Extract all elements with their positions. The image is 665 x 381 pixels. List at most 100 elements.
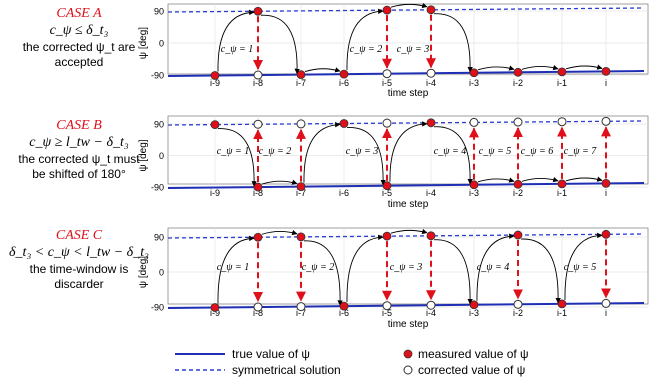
symmetrical-solution-line — [167, 233, 645, 239]
step-arc — [304, 67, 341, 73]
measured-point — [601, 66, 611, 76]
corrected-point — [382, 69, 392, 79]
measured-point — [210, 303, 220, 312]
x-tick-label: i — [605, 308, 607, 318]
measured-point — [296, 182, 306, 192]
c-psi-label: c_ψ = 5 — [479, 146, 511, 157]
step-arc — [433, 126, 473, 185]
x-tick-label: i-1 — [557, 78, 567, 88]
corrected-point — [513, 299, 523, 309]
case-a-condition: c_ψ ≤ δ_t₃ — [49, 23, 109, 38]
measured-point — [557, 67, 567, 77]
c-psi-label: c_ψ = 5 — [564, 262, 596, 273]
corrected-point — [253, 119, 263, 129]
y-tick-label: -90 — [151, 303, 164, 313]
case-b-title: CASE B — [56, 118, 102, 133]
case-c-desc-line2: discarder — [54, 277, 104, 291]
x-tick-label: i-6 — [339, 308, 349, 318]
step-arc — [260, 14, 300, 75]
case-c-description: CASE C δ_t₃ < c_ψ < l_tw − δ_t₃ the time… — [0, 228, 158, 292]
step-arc — [520, 238, 561, 304]
step-arc — [390, 228, 428, 235]
c-psi-label: c_ψ = 3 — [346, 146, 378, 157]
x-axis-label: time step — [388, 199, 429, 210]
y-tick-label: -90 — [151, 71, 164, 81]
x-tick-label: i-1 — [557, 188, 567, 198]
panel-case-3: 90 0 -90 ψ [deg] i-9 i-8 i-7 i-6 i-5 i-4 i-3 i-2 i-1… — [138, 227, 649, 330]
x-tick-label: i-4 — [426, 188, 436, 198]
c-psi-label: c_ψ = 2 — [259, 146, 291, 157]
step-arc — [303, 240, 343, 306]
measured-point — [557, 299, 567, 309]
y-tick-label: 0 — [159, 151, 164, 161]
corrected-point — [601, 116, 611, 126]
x-tick-label: i-4 — [426, 308, 436, 318]
measured-point — [469, 68, 479, 78]
measured-point — [513, 67, 523, 77]
x-tick-label: i — [605, 188, 607, 198]
legend-symmetrical-label: symmetrical solution — [232, 363, 341, 377]
step-arc — [477, 177, 515, 183]
corrected-point — [296, 302, 306, 312]
c-psi-label: c_ψ = 4 — [434, 146, 466, 157]
step-arc — [217, 128, 257, 187]
step-arc — [346, 234, 384, 303]
y-axis-label: ψ [deg] — [138, 256, 149, 288]
c-psi-label: c_ψ = 1 — [217, 262, 249, 273]
legend-corrected-marker — [403, 365, 413, 375]
case-c-title: CASE C — [55, 228, 103, 243]
x-tick-label: i-7 — [296, 308, 306, 318]
y-tick-label: 90 — [154, 233, 164, 243]
measured-point — [557, 179, 567, 189]
corrected-point — [469, 117, 479, 127]
measured-point — [253, 182, 263, 192]
measured-point — [426, 118, 436, 128]
measured-point — [339, 69, 349, 79]
case-a-title: CASE A — [56, 6, 102, 21]
x-tick-label: i-8 — [253, 188, 263, 198]
corrected-point — [382, 301, 392, 311]
x-tick-label: i-7 — [296, 78, 306, 88]
step-arc — [433, 239, 473, 305]
step-arc — [217, 235, 255, 304]
measured-point — [513, 179, 523, 189]
measured-point — [210, 71, 220, 80]
measured-point — [382, 231, 392, 241]
plot-frame — [167, 115, 649, 185]
x-tick-label: i-2 — [513, 78, 523, 88]
c-psi-label: c_ψ = 7 — [564, 146, 597, 157]
x-axis-label: time step — [388, 88, 429, 99]
measured-point — [469, 180, 479, 190]
legend-graphics — [175, 349, 413, 375]
corrected-point — [426, 68, 436, 78]
x-tick-label: i-9 — [210, 308, 220, 318]
measured-point — [601, 178, 611, 188]
symmetrical-solution-line — [167, 7, 645, 13]
step-arc — [521, 176, 559, 183]
case-a-description: CASE A c_ψ ≤ δ_t₃ the corrected ψ_t are … — [0, 6, 158, 70]
case-b-desc-line2: be shifted of 180° — [32, 167, 126, 181]
legend-true-label: true value of ψ — [232, 347, 310, 361]
x-tick-label: i-3 — [469, 308, 479, 318]
measured-point — [382, 181, 392, 191]
step-arc — [217, 9, 255, 72]
measured-point — [382, 5, 392, 15]
step-arc — [565, 176, 603, 182]
panel-case-1: 90 0 -90 ψ [deg] i-9 i-8 i-7 i-6 i-5 i-4 i-3 i-2 i-1… — [138, 2, 649, 99]
step-arc — [261, 179, 298, 185]
step-arc — [346, 8, 384, 71]
step-arc — [476, 233, 515, 301]
x-tick-label: i-9 — [210, 188, 220, 198]
case-b-condition: c_ψ ≥ l_tw − δ_t₃ — [29, 135, 129, 150]
x-tick-label: i-5 — [382, 188, 392, 198]
measured-point — [253, 6, 263, 16]
case-b-description: CASE B c_ψ ≥ l_tw − δ_t₃ the corrected ψ… — [0, 118, 158, 182]
step-arc — [261, 229, 298, 236]
case-c-desc-line1: the time-window is — [29, 262, 129, 276]
step-arc — [433, 13, 473, 73]
x-tick-label: i-8 — [253, 78, 263, 88]
panel-case-2: 90 0 -90 ψ [deg] i-9 i-8 i-7 i-6 i-5 i-4 i-3 i-2 i-1… — [138, 115, 649, 210]
corrected-point — [513, 117, 523, 127]
plot-frame — [167, 3, 649, 75]
